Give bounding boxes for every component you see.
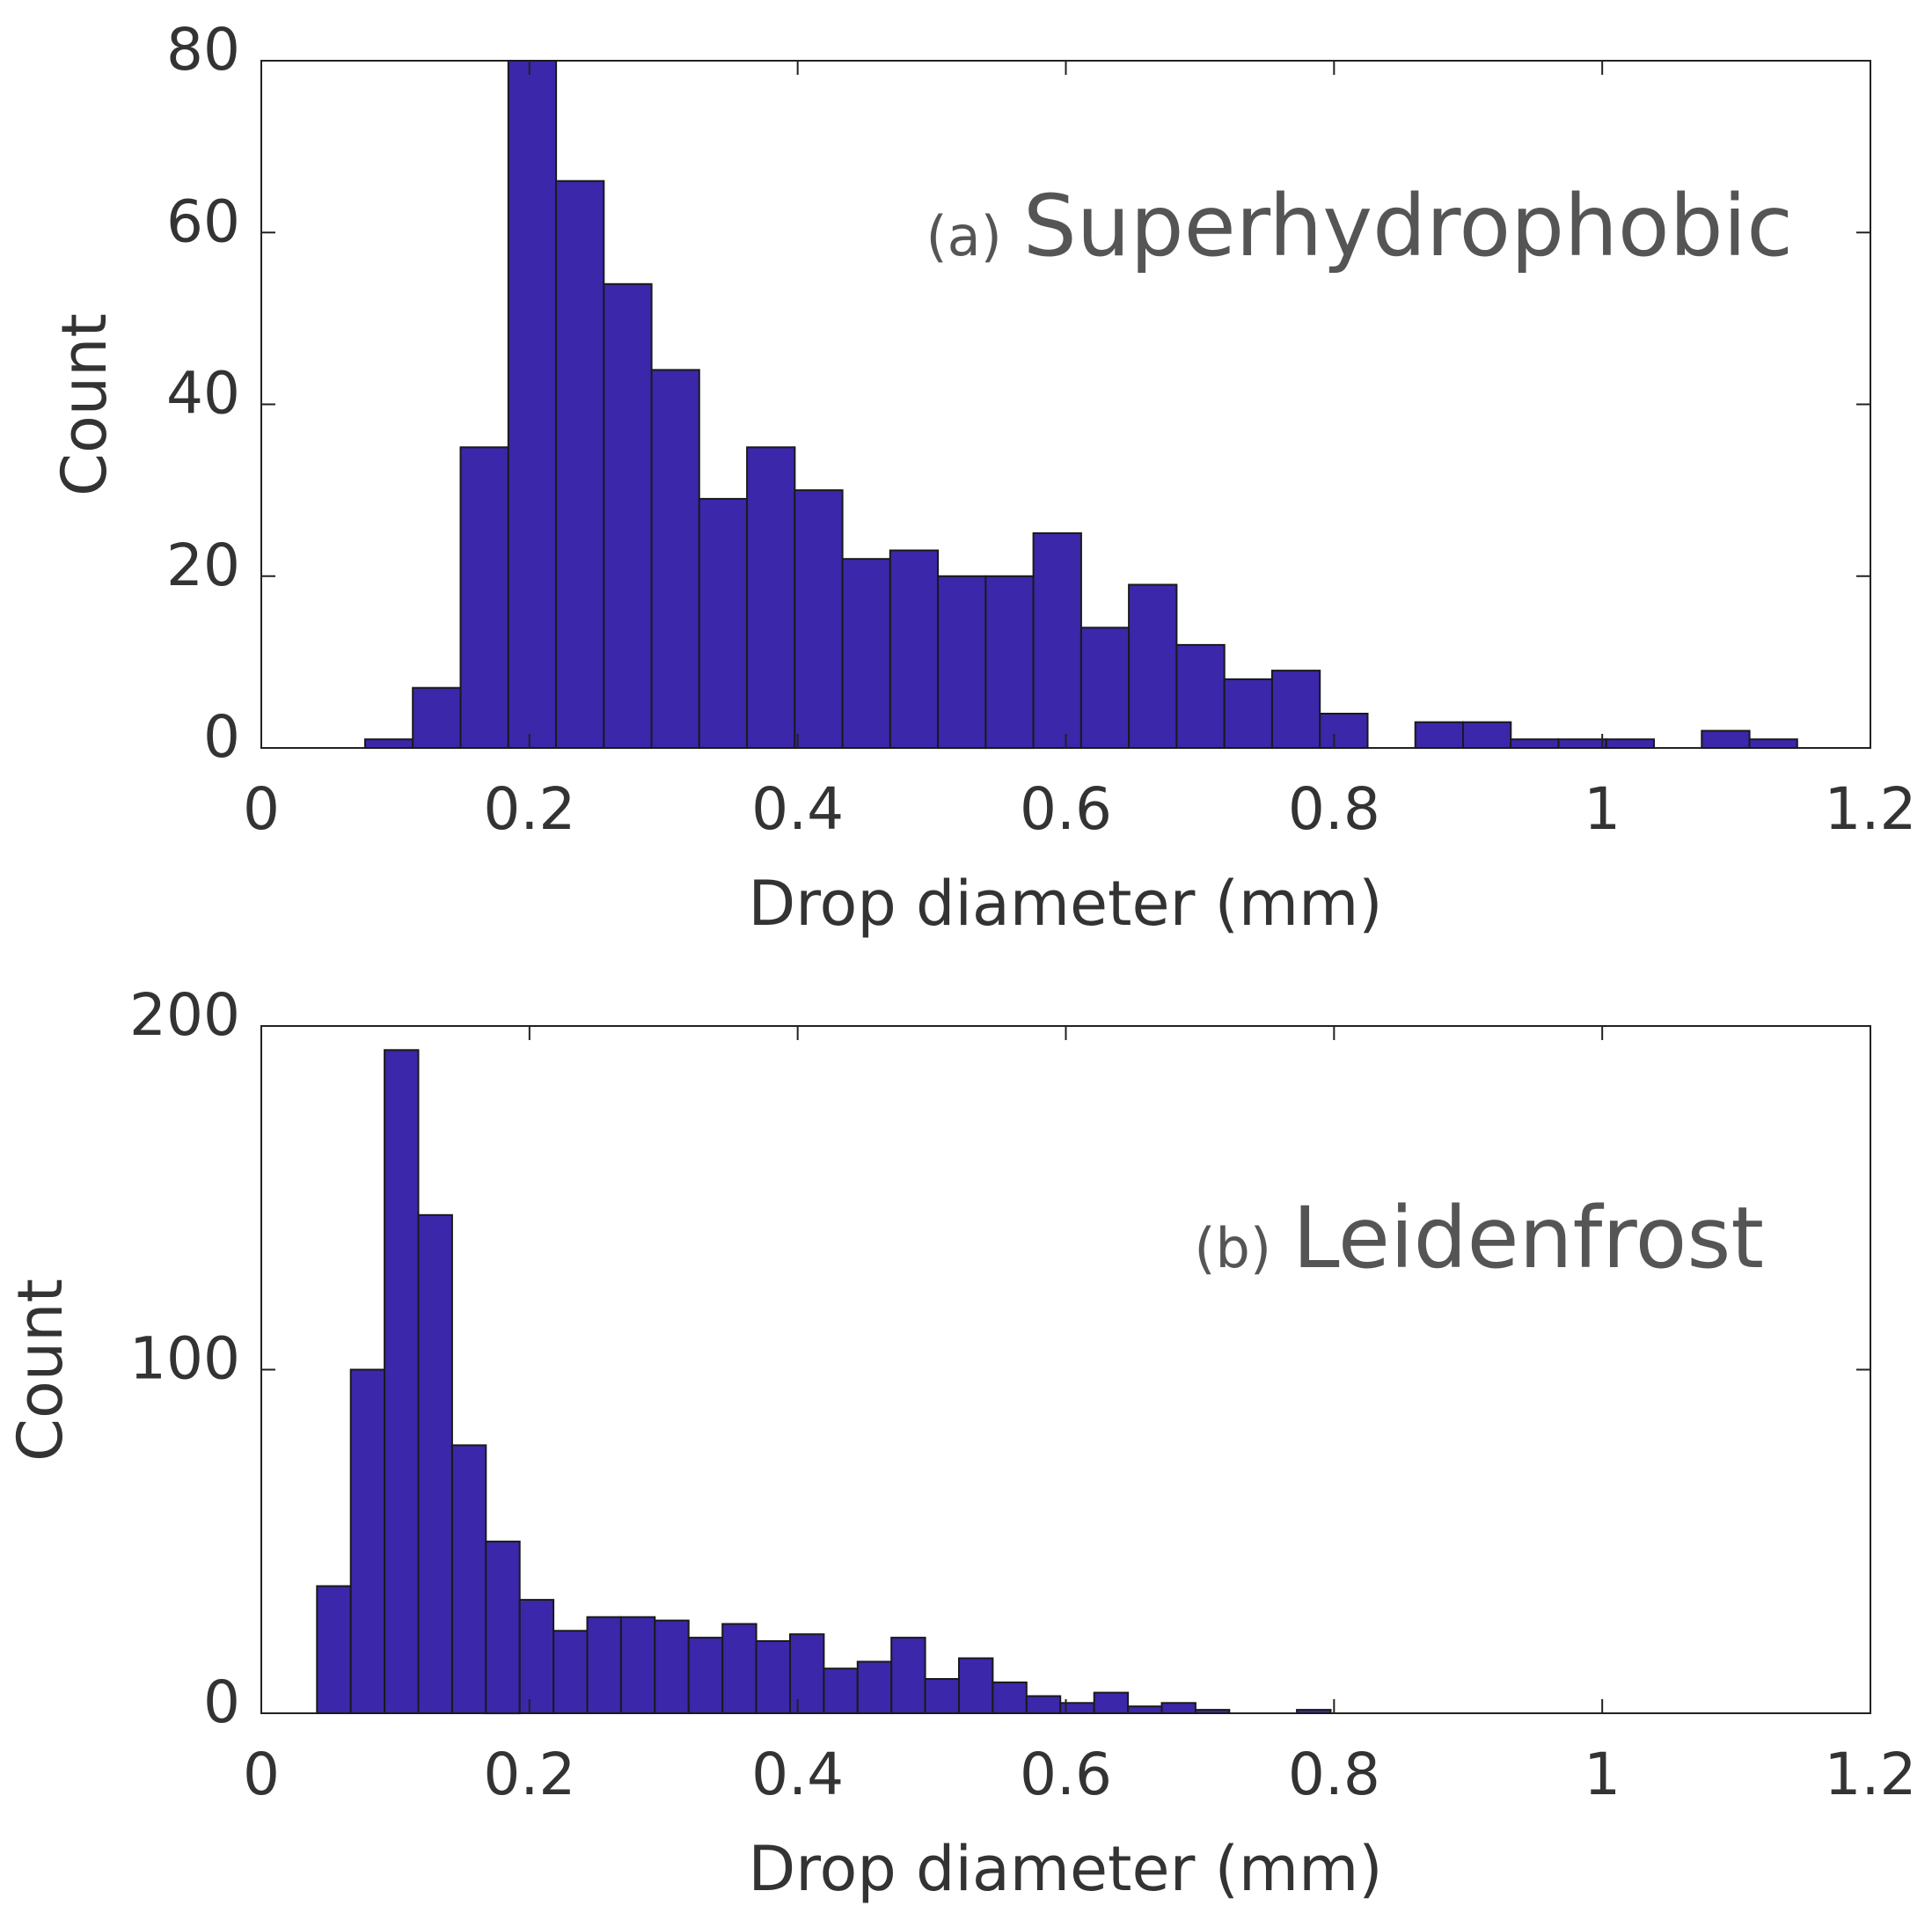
panel-b-leidenfrost: 0 0.2 0.4 0.6 0.8 1 1.2 0 100 200 Drop diameter … bbox=[4, 981, 1916, 1905]
panel-a-bar-19 bbox=[1223, 678, 1273, 750]
panel-b-bar-7 bbox=[518, 1599, 555, 1714]
panel-a-bar-12 bbox=[889, 549, 940, 749]
panel-a-bar-4 bbox=[507, 60, 558, 749]
panel-b-x-tick-label-4: 0.8 bbox=[1288, 1741, 1380, 1808]
panel-a-x-tick-label-0: 0 bbox=[243, 775, 280, 843]
panel-a-bar-16 bbox=[1079, 627, 1131, 749]
panel-a-bar-3 bbox=[459, 446, 509, 749]
panel-a-bar-1 bbox=[364, 738, 414, 750]
panel-b-bar-13 bbox=[721, 1623, 757, 1714]
panel-a-bar-7 bbox=[650, 369, 700, 749]
panel-a-y-tick-labels: 0 20 40 60 80 bbox=[166, 16, 240, 771]
panel-b-y-tick-label-2: 200 bbox=[129, 981, 240, 1049]
panel-a-y-tick-label-2: 40 bbox=[166, 360, 240, 428]
panel-a-bar-24 bbox=[1462, 721, 1512, 750]
panel-b-y-tick-label-1: 100 bbox=[129, 1325, 240, 1393]
panel-a-bar-13 bbox=[937, 575, 987, 750]
panel-b-bar-17 bbox=[856, 1660, 893, 1715]
panel-b-x-tick-label-3: 0.6 bbox=[1020, 1741, 1112, 1808]
panel-a-bar-30 bbox=[1748, 738, 1798, 750]
panel-a-bar-21 bbox=[1319, 713, 1369, 749]
panel-a-x-tick-label-3: 0.6 bbox=[1020, 775, 1112, 843]
panel-a-bar-15 bbox=[1032, 531, 1082, 750]
panel-b-bar-14 bbox=[755, 1640, 791, 1714]
panel-b-bar-19 bbox=[924, 1678, 960, 1714]
panel-a-annotation-title: Superhydrophobic bbox=[1023, 177, 1793, 275]
panel-a-y-tick-label-0: 0 bbox=[203, 703, 240, 771]
panel-a-bar-17 bbox=[1128, 583, 1178, 749]
panel-b-annotation-prefix: (b) bbox=[1194, 1216, 1271, 1280]
panel-a-bar-8 bbox=[698, 497, 749, 750]
panel-b-bars bbox=[316, 1049, 1332, 1715]
panel-a-bar-23 bbox=[1414, 721, 1464, 750]
panel-b-x-tick-label-2: 0.4 bbox=[751, 1741, 844, 1808]
panel-b-bar-22 bbox=[1025, 1695, 1062, 1714]
panel-a-bar-9 bbox=[746, 446, 796, 749]
panel-b-bar-27 bbox=[1194, 1709, 1231, 1714]
panel-b-bar-9 bbox=[586, 1616, 622, 1714]
panel-b-bar-20 bbox=[958, 1657, 994, 1714]
panel-a-superhydrophobic: 0 0.2 0.4 0.6 0.8 1 1.2 0 20 40 60 80 Drop diamete… bbox=[48, 16, 1916, 940]
panel-b-bar-8 bbox=[553, 1630, 589, 1715]
panel-a-annotation: (a) Superhydrophobic bbox=[926, 177, 1793, 275]
panel-a-bar-26 bbox=[1557, 738, 1607, 750]
panel-a-bar-18 bbox=[1175, 643, 1226, 750]
panel-b-x-tick-label-6: 1.2 bbox=[1825, 1741, 1917, 1808]
panel-b-bar-10 bbox=[619, 1616, 656, 1714]
panel-b-bar-12 bbox=[687, 1637, 724, 1714]
panel-b-x-tick-label-0: 0 bbox=[243, 1741, 280, 1808]
panel-b-bar-5 bbox=[450, 1444, 487, 1715]
panel-a-x-tick-label-2: 0.4 bbox=[751, 775, 844, 843]
panel-b-bar-6 bbox=[485, 1540, 521, 1715]
panel-a-x-tick-label-5: 1 bbox=[1584, 775, 1621, 843]
panel-b-bar-30 bbox=[1296, 1709, 1332, 1714]
panel-b-bar-1 bbox=[316, 1585, 352, 1714]
panel-a-bar-27 bbox=[1605, 738, 1655, 750]
panel-b-bar-18 bbox=[890, 1637, 926, 1714]
panel-a-x-tick-label-4: 0.8 bbox=[1288, 775, 1380, 843]
panel-b-x-tick-label-1: 0.2 bbox=[483, 1741, 575, 1808]
panel-b-annotation: (b) Leidenfrost bbox=[1194, 1189, 1764, 1287]
panel-b-bar-15 bbox=[789, 1633, 825, 1714]
panel-a-y-tick-label-1: 20 bbox=[166, 531, 240, 599]
panel-a-y-tick-label-3: 60 bbox=[166, 187, 240, 255]
panel-b-bar-2 bbox=[349, 1368, 386, 1714]
panel-a-bars bbox=[364, 60, 1798, 750]
panel-b-bar-4 bbox=[417, 1213, 453, 1715]
panel-a-bar-10 bbox=[794, 489, 844, 749]
panel-b-y-tick-labels: 0 100 200 bbox=[129, 981, 240, 1736]
panel-a-x-tick-label-6: 1.2 bbox=[1825, 775, 1917, 843]
panel-b-y-tick-label-0: 0 bbox=[203, 1668, 240, 1736]
panel-b-bar-24 bbox=[1093, 1691, 1130, 1714]
panel-b-y-axis-label: Count bbox=[4, 1279, 77, 1462]
panel-a-bar-14 bbox=[984, 575, 1035, 750]
panel-a-bar-6 bbox=[603, 282, 653, 749]
panel-b-x-tick-label-5: 1 bbox=[1584, 1741, 1621, 1808]
panel-a-bar-20 bbox=[1270, 670, 1321, 749]
panel-b-bar-16 bbox=[823, 1667, 859, 1714]
panel-b-x-axis-label: Drop diameter (mm) bbox=[748, 1833, 1382, 1905]
panel-a-x-tick-label-1: 0.2 bbox=[483, 775, 575, 843]
panel-b-bar-25 bbox=[1127, 1705, 1163, 1714]
panel-a-x-axis-label: Drop diameter (mm) bbox=[748, 868, 1382, 940]
panel-a-bar-5 bbox=[555, 180, 605, 749]
panel-b-bar-21 bbox=[992, 1681, 1028, 1715]
panel-a-bar-25 bbox=[1510, 738, 1560, 750]
panel-b-x-tick-labels: 0 0.2 0.4 0.6 0.8 1 1.2 bbox=[243, 1741, 1916, 1808]
panel-a-ticks bbox=[260, 60, 1871, 749]
panel-b-bar-11 bbox=[654, 1619, 690, 1714]
panel-b-annotation-title: Leidenfrost bbox=[1292, 1189, 1764, 1287]
panel-a-bar-29 bbox=[1701, 729, 1751, 749]
panel-a-bar-2 bbox=[412, 686, 462, 750]
panel-a-x-tick-labels: 0 0.2 0.4 0.6 0.8 1 1.2 bbox=[243, 775, 1916, 843]
panel-a-y-tick-label-4: 80 bbox=[166, 16, 240, 84]
panel-a-y-axis-label: Count bbox=[48, 313, 121, 496]
panel-b-bar-3 bbox=[384, 1049, 420, 1715]
panel-a-bar-11 bbox=[841, 558, 891, 750]
panel-a-annotation-prefix: (a) bbox=[926, 204, 1001, 268]
panel-b-bar-26 bbox=[1160, 1702, 1197, 1715]
panel-b-ticks bbox=[260, 1025, 1871, 1714]
